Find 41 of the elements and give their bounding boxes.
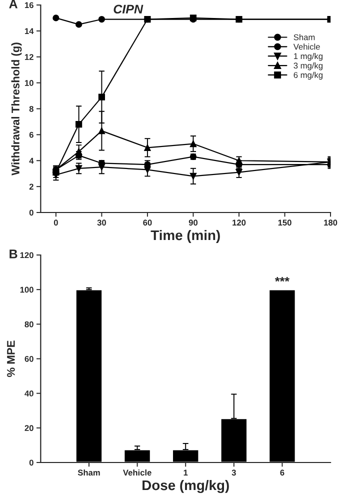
y-tick-label: 60 <box>24 356 34 362</box>
y-tick-label: 0 <box>29 460 34 466</box>
y-axis-title: % MPE <box>7 340 15 377</box>
x-axis-title: Time (min) <box>150 230 220 243</box>
legend-label: 3 mg/kg <box>294 62 322 70</box>
x-tick-label: Sham <box>78 469 100 476</box>
legend-label: 1 mg/kg <box>294 52 322 61</box>
y-tick-label: 20 <box>24 425 34 432</box>
x-axis-title: Dose (mg/kg) <box>142 480 229 493</box>
annotation: CIPN <box>114 4 144 14</box>
annotation: *** <box>274 277 290 282</box>
y-tick-label: 80 <box>24 321 34 328</box>
y-tick-label: 8 <box>29 106 34 112</box>
text: B <box>10 250 18 258</box>
y-tick-label: 16 <box>24 2 34 8</box>
x-tick-label: 150 <box>278 220 292 226</box>
y-tick-label: 120 <box>20 252 34 258</box>
legend-label: Sham <box>294 34 315 40</box>
legend-label: Vehicle <box>293 44 320 50</box>
x-tick-label: Vehicle <box>122 469 152 476</box>
y-tick-label: 12 <box>24 54 34 60</box>
y-tick-label: 4 <box>29 158 34 164</box>
x-tick-label: 180 <box>324 220 338 226</box>
x-tick-label: 6 <box>280 470 284 476</box>
y-tick-label: 14 <box>24 28 34 34</box>
y-tick-label: 100 <box>20 286 34 293</box>
y-tick-label: 2 <box>29 184 34 190</box>
x-tick-label: 1 <box>184 470 188 476</box>
y-tick-label: 6 <box>29 132 34 138</box>
y-tick-label: 40 <box>24 390 34 396</box>
x-tick-label: 0 <box>54 220 58 226</box>
x-tick-label: 60 <box>143 220 152 226</box>
legend-label: 6 mg/kg <box>294 72 322 80</box>
x-tick-label: 90 <box>188 220 198 226</box>
y-tick-label: 0 <box>29 210 34 216</box>
text: A <box>9 0 18 8</box>
y-axis-title: Withdrawal Threshold (g) <box>11 42 22 176</box>
x-tick-label: 3 <box>232 470 236 476</box>
x-tick-label: 120 <box>232 220 246 226</box>
x-tick-label: 30 <box>97 220 106 226</box>
y-tick-label: 10 <box>24 80 34 86</box>
